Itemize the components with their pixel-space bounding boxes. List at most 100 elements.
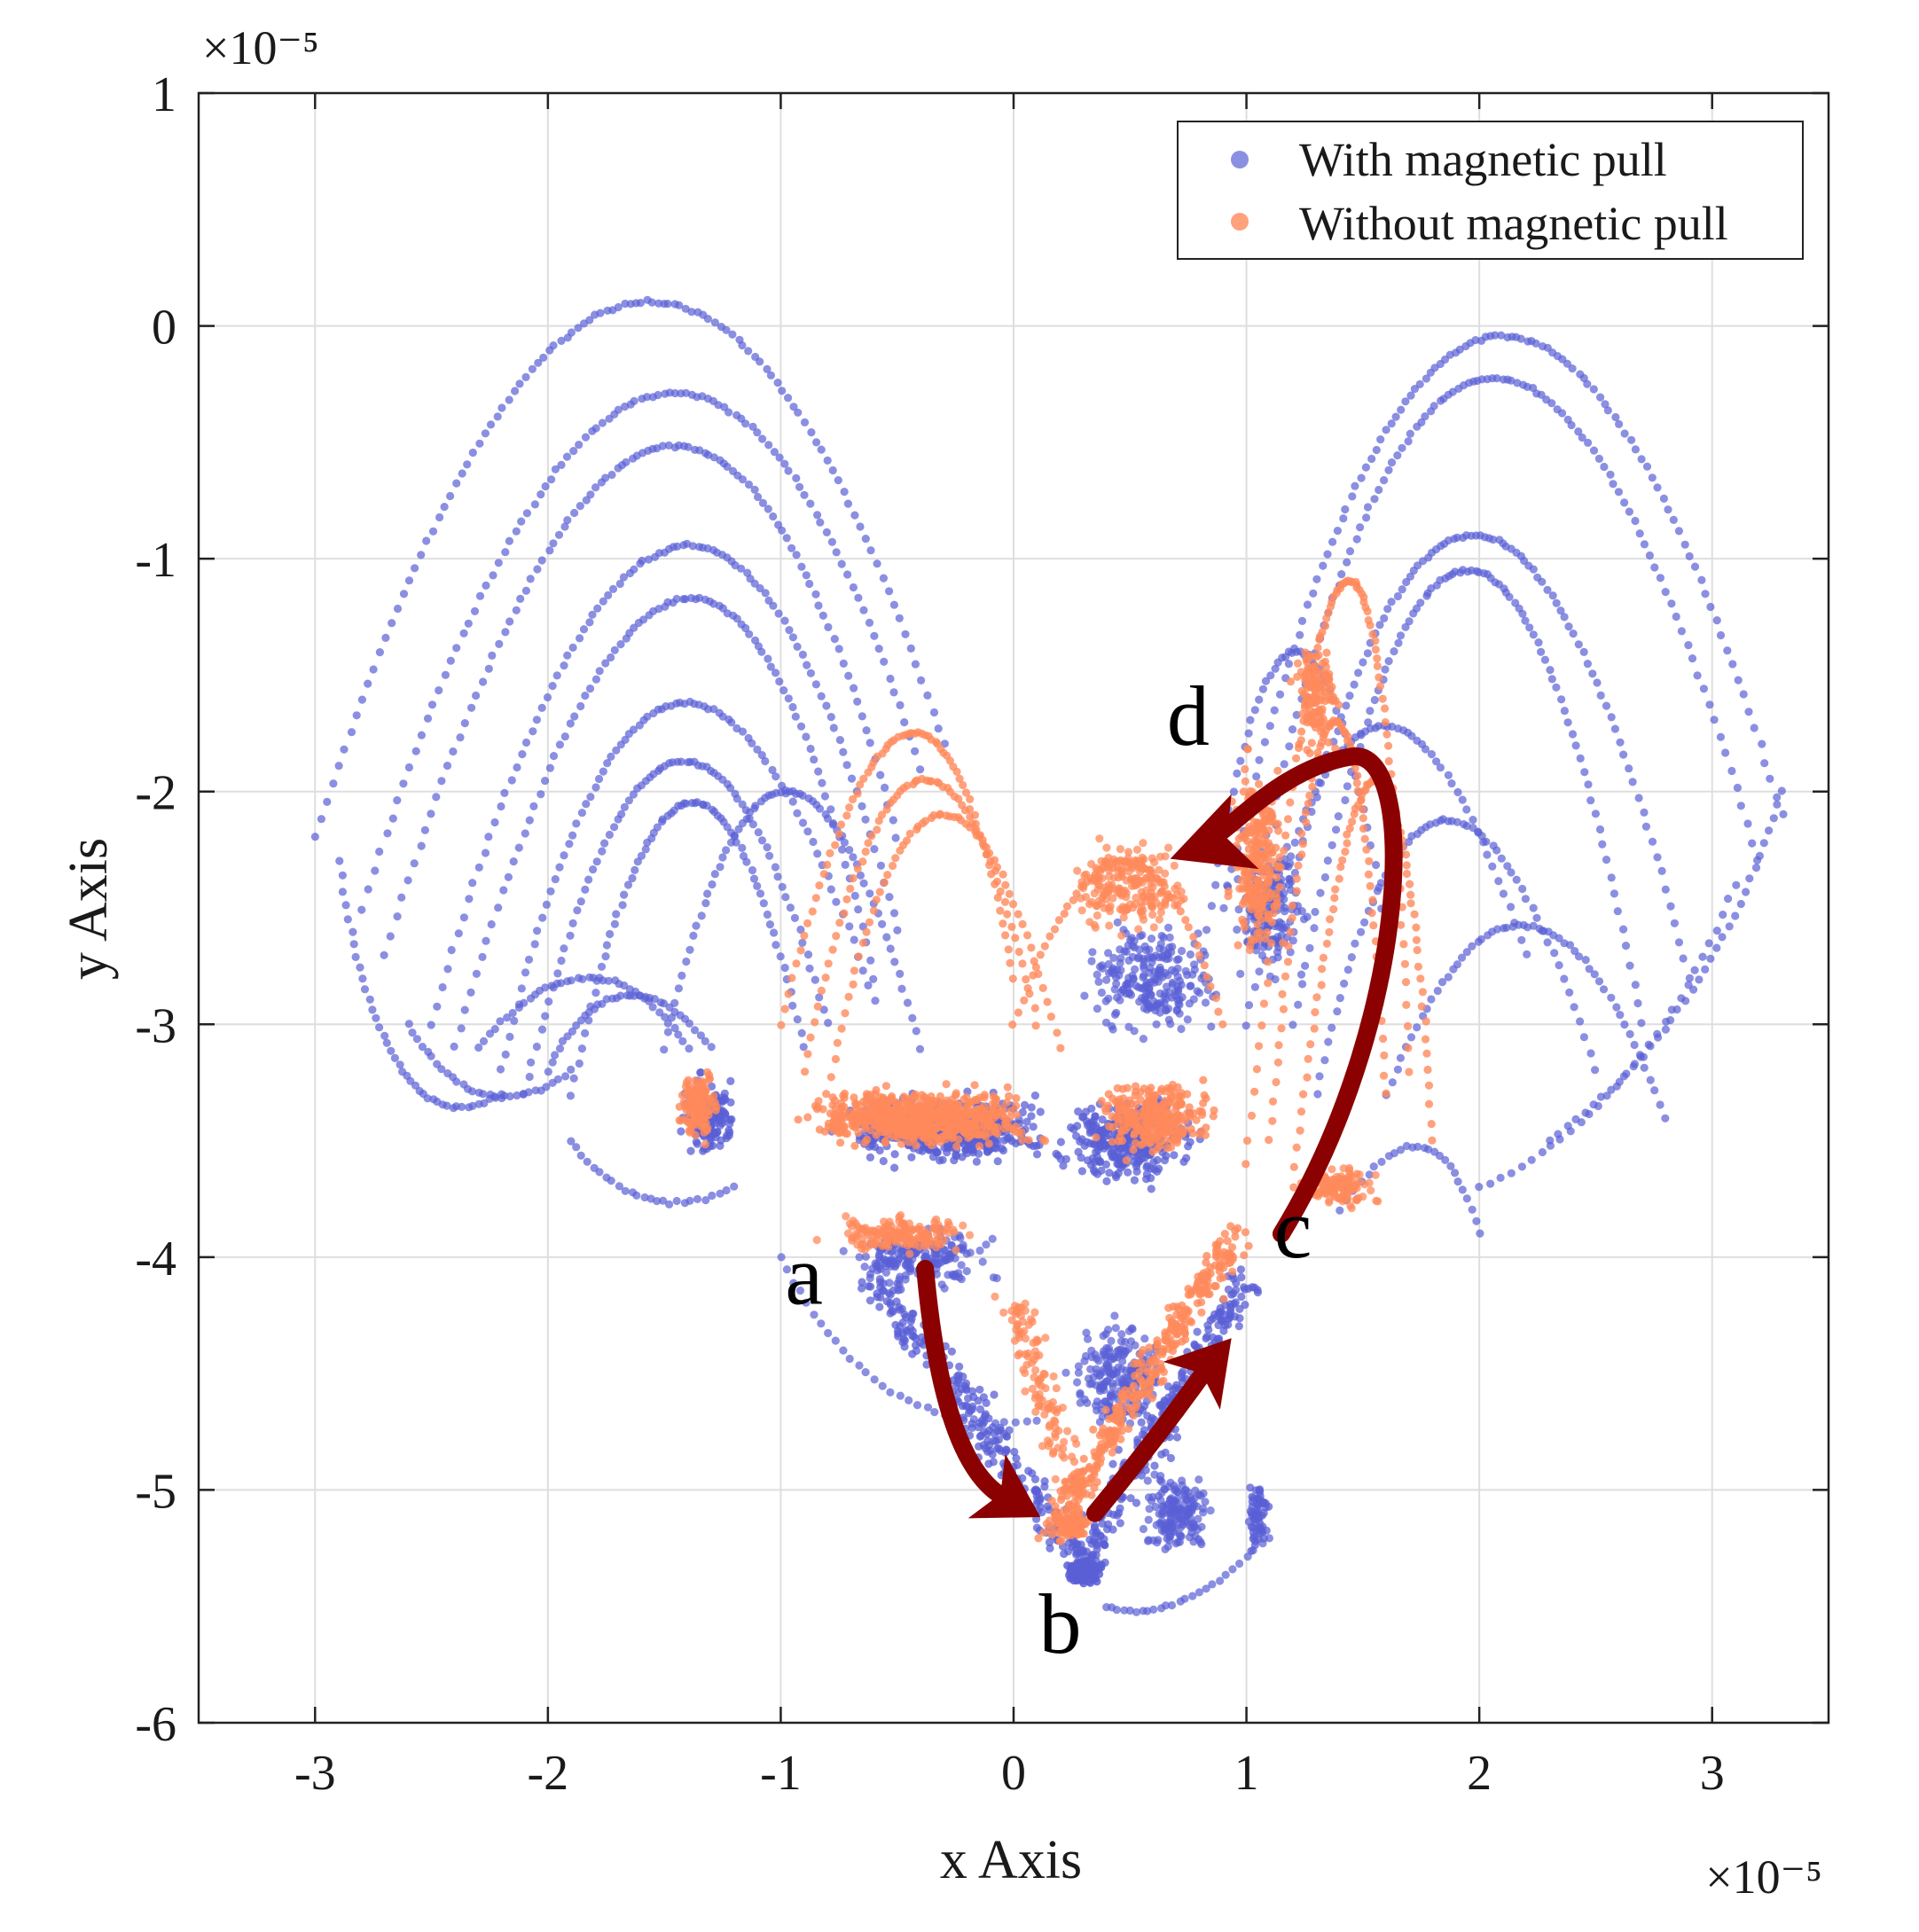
with-magnetic-pull-point [793, 642, 802, 652]
with-magnetic-pull-point [1588, 669, 1597, 678]
with-magnetic-pull-point [1677, 627, 1686, 636]
with-magnetic-pull-point [527, 1058, 536, 1067]
with-magnetic-pull-point [1335, 994, 1344, 1003]
with-magnetic-pull-point [749, 874, 759, 883]
with-magnetic-pull-point [642, 393, 652, 402]
with-magnetic-pull-point [1022, 1417, 1031, 1426]
without-magnetic-pull-point [1050, 925, 1060, 934]
with-magnetic-pull-point [1177, 1024, 1186, 1034]
with-magnetic-pull-point [420, 825, 429, 834]
with-magnetic-pull-point [827, 537, 837, 546]
with-magnetic-pull-point [850, 891, 859, 901]
with-magnetic-pull-point [1104, 1364, 1113, 1373]
with-magnetic-pull-point [785, 626, 794, 635]
with-magnetic-pull-point [435, 686, 443, 695]
without-magnetic-pull-point [1330, 894, 1339, 903]
with-magnetic-pull-point [703, 889, 712, 898]
with-magnetic-pull-point [954, 1388, 963, 1397]
with-magnetic-pull-point [1340, 979, 1349, 988]
with-magnetic-pull-point [983, 1436, 992, 1445]
with-magnetic-pull-point [1446, 1162, 1455, 1170]
with-magnetic-pull-point [435, 512, 444, 522]
with-magnetic-pull-point [610, 919, 620, 928]
with-magnetic-pull-point [450, 1042, 458, 1051]
with-magnetic-pull-point [596, 309, 605, 317]
with-magnetic-pull-point [501, 548, 510, 557]
with-magnetic-pull-point [1494, 877, 1503, 886]
with-magnetic-pull-point [1160, 1484, 1169, 1493]
with-magnetic-pull-point [772, 772, 780, 781]
with-magnetic-pull-point [511, 387, 520, 395]
with-magnetic-pull-point [1334, 812, 1343, 821]
with-magnetic-pull-point [1194, 1475, 1203, 1484]
with-magnetic-pull-point [630, 623, 638, 632]
with-magnetic-pull-point [1080, 991, 1089, 1000]
with-magnetic-pull-point [1305, 943, 1314, 952]
with-magnetic-pull-point [1407, 731, 1416, 740]
with-magnetic-pull-point [343, 915, 352, 924]
with-magnetic-pull-point [1743, 819, 1752, 828]
with-magnetic-pull-point [866, 546, 875, 555]
with-magnetic-pull-point [1101, 1329, 1110, 1339]
without-magnetic-pull-point [854, 952, 863, 961]
without-magnetic-pull-point [792, 959, 801, 968]
with-magnetic-pull-point [718, 1097, 727, 1107]
with-magnetic-pull-point [894, 1329, 903, 1338]
with-magnetic-pull-point [1453, 1177, 1462, 1186]
with-magnetic-pull-point [660, 1045, 669, 1054]
with-magnetic-pull-point [1458, 1185, 1467, 1194]
with-magnetic-pull-point [1147, 1185, 1155, 1193]
with-magnetic-pull-point [1736, 802, 1745, 810]
without-magnetic-pull-point [996, 906, 1005, 915]
with-magnetic-pull-point [1742, 888, 1751, 896]
with-magnetic-pull-point [778, 526, 787, 535]
with-magnetic-pull-point [1672, 612, 1680, 622]
with-magnetic-pull-point [798, 650, 808, 660]
with-magnetic-pull-point [1721, 748, 1730, 757]
with-magnetic-pull-point [690, 1026, 700, 1035]
with-magnetic-pull-point [1018, 1107, 1027, 1117]
with-magnetic-pull-point [560, 944, 568, 953]
without-magnetic-pull-point [1292, 887, 1301, 896]
without-magnetic-pull-point [1292, 874, 1301, 883]
with-magnetic-pull-point [1236, 969, 1245, 978]
with-magnetic-pull-point [1162, 994, 1171, 1004]
with-magnetic-pull-point [560, 851, 568, 860]
with-magnetic-pull-point [1265, 1534, 1273, 1543]
with-magnetic-pull-point [1644, 1040, 1653, 1049]
with-magnetic-pull-point [562, 452, 572, 461]
with-magnetic-pull-point [488, 651, 497, 661]
without-magnetic-pull-point [1296, 1126, 1304, 1135]
with-magnetic-pull-point [417, 841, 426, 850]
with-magnetic-pull-point [438, 982, 447, 992]
with-magnetic-pull-point [1596, 393, 1605, 402]
with-magnetic-pull-point [472, 969, 482, 978]
with-magnetic-pull-point [1759, 839, 1768, 848]
with-magnetic-pull-point [541, 1012, 550, 1021]
without-magnetic-pull-point [1193, 941, 1202, 950]
with-magnetic-pull-point [819, 611, 827, 620]
with-magnetic-pull-point [1320, 872, 1329, 882]
with-magnetic-pull-point [677, 1127, 685, 1136]
with-magnetic-pull-point [514, 843, 523, 852]
without-magnetic-pull-point [1413, 946, 1422, 955]
with-magnetic-pull-point [896, 969, 905, 978]
without-magnetic-pull-point [862, 927, 871, 936]
without-magnetic-pull-point [1400, 959, 1409, 968]
with-magnetic-pull-point [1116, 1337, 1126, 1346]
with-magnetic-pull-point [1255, 967, 1264, 976]
with-magnetic-pull-point [748, 820, 757, 829]
with-magnetic-pull-point [525, 1072, 534, 1082]
with-magnetic-pull-point [1155, 966, 1163, 974]
with-magnetic-pull-point [1645, 551, 1654, 560]
with-magnetic-pull-point [1381, 665, 1390, 674]
with-magnetic-pull-point [1486, 1179, 1495, 1188]
with-magnetic-pull-point [497, 403, 506, 412]
with-magnetic-pull-point [1040, 1477, 1049, 1486]
with-magnetic-pull-point [687, 308, 696, 317]
with-magnetic-pull-point [761, 756, 770, 766]
with-magnetic-pull-point [1296, 970, 1306, 979]
with-magnetic-pull-point [1555, 1135, 1564, 1144]
with-magnetic-pull-point [1758, 739, 1766, 748]
with-magnetic-pull-point [417, 551, 426, 559]
